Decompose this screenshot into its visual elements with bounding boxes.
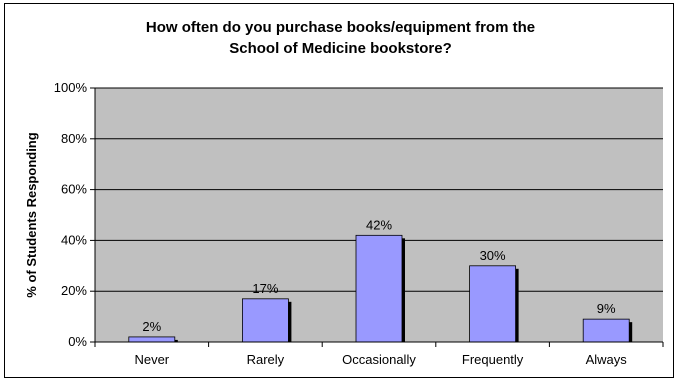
y-tick-label: 80% — [61, 131, 87, 146]
x-tick-label: Never — [134, 352, 169, 367]
x-tick-labels: Never Rarely Occasionally Frequently Always — [134, 352, 627, 367]
x-tick-label: Frequently — [462, 352, 524, 367]
data-label: 2% — [142, 319, 161, 334]
y-tick-label: 20% — [61, 283, 87, 298]
y-tick-label: 100% — [54, 80, 88, 95]
data-label: 17% — [252, 281, 278, 296]
bar-always — [582, 318, 630, 343]
chart-title: How often do you purchase books/equipmen… — [0, 17, 681, 59]
y-axis-label: % of Students Responding — [24, 132, 39, 297]
axes — [90, 87, 664, 347]
y-tick-label: 40% — [61, 232, 87, 247]
bars — [128, 234, 633, 343]
y-tick-label: 0% — [68, 334, 87, 349]
data-label: 30% — [480, 248, 506, 263]
data-labels: 2% 17% 42% 30% 9% — [142, 217, 616, 334]
data-label: 9% — [597, 301, 616, 316]
bar-never — [128, 336, 176, 343]
y-tick-labels: 0% 20% 40% 60% 80% 100% — [54, 80, 88, 349]
x-tick-label: Occasionally — [342, 352, 416, 367]
x-tick-label: Rarely — [247, 352, 285, 367]
bar-frequently — [469, 265, 517, 343]
y-tick-label: 60% — [61, 182, 87, 197]
bar-occasionally — [355, 234, 403, 343]
data-label: 42% — [366, 217, 392, 232]
bar-rarely — [241, 298, 289, 343]
chart-title-line-1: How often do you purchase books/equipmen… — [145, 19, 536, 36]
chart-title-line-2: School of Medicine bookstore? — [229, 40, 452, 57]
x-tick-label: Always — [586, 352, 628, 367]
